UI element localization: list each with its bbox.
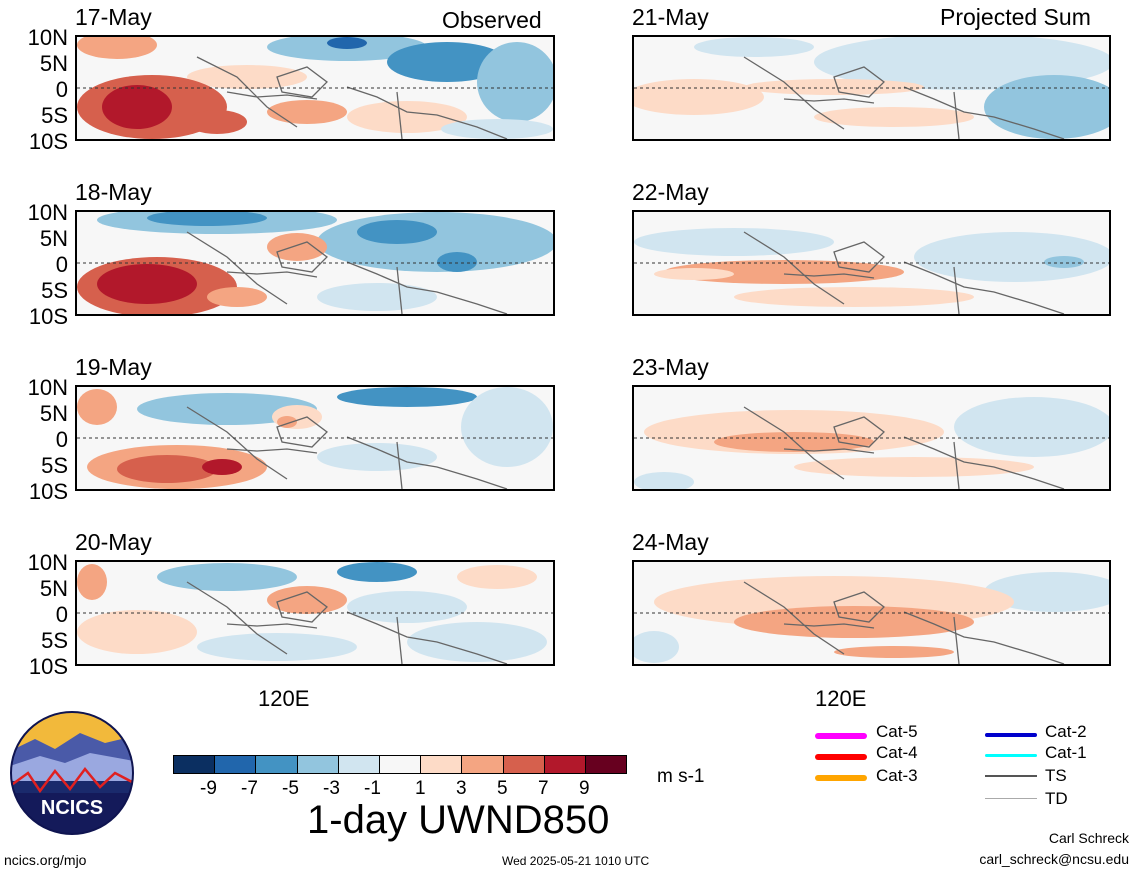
lat-tick: 10N [27, 25, 68, 50]
colorbar-units: m s-1 [657, 766, 705, 787]
map-field [632, 385, 1111, 491]
colorbar-swatch [214, 756, 256, 773]
lat-tick: 10S [28, 304, 68, 329]
lat-tick: 5N [39, 576, 68, 601]
lat-tick: 5S [41, 628, 68, 653]
panel-date: 20-May [75, 529, 152, 555]
panel-date: 18-May [75, 179, 152, 205]
legend-swatch-cat4 [815, 754, 867, 760]
lat-tick: 0 [55, 77, 68, 102]
lon-tick-right: 120E [815, 686, 867, 711]
colorbar-label: -5 [282, 778, 299, 799]
lon-tick-left: 120E [258, 686, 310, 711]
panel-date: 19-May [75, 354, 152, 380]
legend-swatch-cat5 [815, 733, 867, 739]
colorbar-swatch [543, 756, 585, 773]
colorbar-label: 3 [456, 778, 467, 799]
lat-tick: 5N [39, 401, 68, 426]
legend-label: Cat-2 [1045, 722, 1087, 741]
legend-swatch-ts [985, 775, 1037, 777]
lat-tick: 0 [55, 602, 68, 627]
lat-tick: 0 [55, 427, 68, 452]
colorbar [173, 755, 627, 774]
colorbar-swatch [296, 756, 338, 773]
colorbar-label: 5 [497, 778, 508, 799]
colorbar-label: 7 [538, 778, 549, 799]
map-field [632, 210, 1111, 316]
logo-text: NCICS [41, 797, 103, 819]
author-email: carl_schreck@ncsu.edu [979, 851, 1129, 867]
lat-tick: 5S [41, 103, 68, 128]
colorbar-swatch [502, 756, 544, 773]
legend-label: Cat-3 [876, 766, 918, 785]
colorbar-label: 1 [415, 778, 426, 799]
site-url: ncics.org/mjo [4, 852, 87, 868]
panel-date: 24-May [632, 529, 709, 555]
legend-swatch-cat2 [985, 733, 1037, 737]
map-field [75, 385, 555, 491]
lat-tick: 10N [27, 375, 68, 400]
panel-date: 22-May [632, 179, 709, 205]
colorbar-label: -7 [241, 778, 258, 799]
colorbar-swatch [337, 756, 379, 773]
colorbar-label: 9 [579, 778, 590, 799]
map-field [632, 560, 1111, 666]
map-field [75, 560, 555, 666]
author-name: Carl Schreck [1048, 830, 1129, 846]
legend-swatch-cat1 [985, 754, 1037, 757]
panel-date: 21-May [632, 4, 709, 30]
map-field [75, 210, 555, 316]
legend-label: Cat-1 [1045, 743, 1087, 762]
colorbar-swatch [255, 756, 297, 773]
panel-date: 17-May [75, 4, 152, 30]
lat-tick: 5N [39, 226, 68, 251]
lat-tick: 10S [28, 129, 68, 154]
legend-swatch-cat3 [815, 775, 867, 781]
colorbar-swatch [378, 756, 421, 773]
legend-swatch-td [985, 798, 1037, 799]
ncics-logo: NCICS [10, 711, 134, 835]
timestamp: Wed 2025-05-21 1010 UTC [502, 854, 650, 868]
legend-label: TD [1045, 789, 1068, 808]
panel-date: 23-May [632, 354, 709, 380]
legend-label: Cat-4 [876, 743, 918, 762]
colorbar-swatch [174, 756, 215, 773]
colorbar-swatch [420, 756, 462, 773]
lat-tick: 5S [41, 453, 68, 478]
lat-tick: 10N [27, 200, 68, 225]
legend-label: TS [1045, 766, 1067, 785]
lat-tick: 5S [41, 278, 68, 303]
colorbar-label: -9 [200, 778, 217, 799]
lat-tick: 5N [39, 51, 68, 76]
legend-label: Cat-5 [876, 722, 918, 741]
lat-tick: 10S [28, 654, 68, 679]
chart-title: 1-day UWND850 [307, 798, 610, 842]
lat-tick: 0 [55, 252, 68, 277]
lat-tick: 10S [28, 479, 68, 504]
projected-title: Projected Sum [940, 4, 1091, 30]
map-field [75, 35, 555, 141]
colorbar-label: -3 [323, 778, 340, 799]
colorbar-swatch [461, 756, 503, 773]
lat-tick: 10N [27, 550, 68, 575]
colorbar-label: -1 [364, 778, 381, 799]
observed-title: Observed [442, 7, 542, 33]
map-field [632, 35, 1111, 141]
colorbar-swatch [584, 756, 627, 773]
